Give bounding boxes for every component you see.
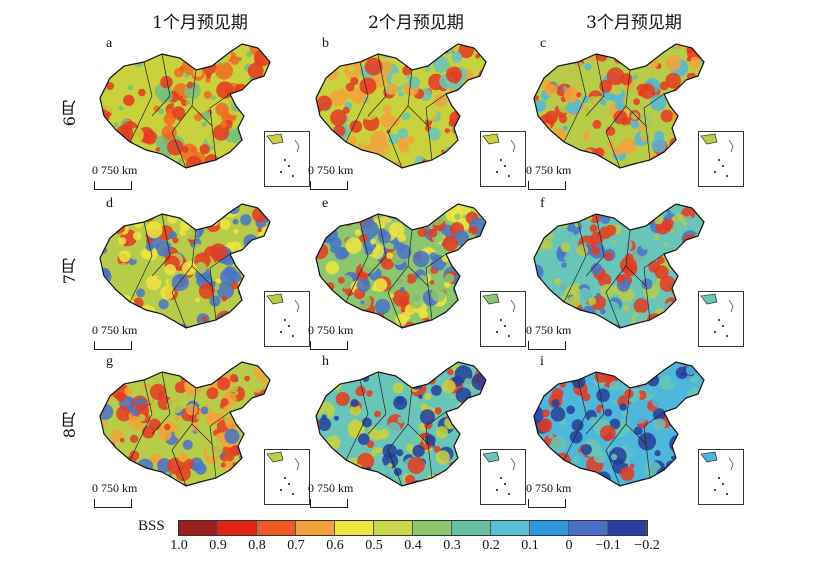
- column-title-3: 3个月预见期: [586, 13, 682, 33]
- scale-text: 0 750 km: [92, 323, 138, 337]
- map-panel-b: b 0 750 km: [308, 36, 526, 190]
- legend-tick-11: −0.1: [595, 538, 621, 553]
- panel-label: f: [540, 196, 545, 211]
- inset-map: [266, 133, 300, 177]
- scale-bar: [528, 499, 566, 508]
- south-china-sea-inset: [698, 131, 744, 187]
- inset-map: [700, 451, 734, 495]
- legend-swatch-3: [296, 521, 335, 535]
- south-china-sea-inset: [480, 131, 526, 187]
- map-panel-a: a 0 750 km: [92, 36, 310, 190]
- map-panel-d: d 0 750 km: [92, 196, 310, 350]
- column-title-1: 1个月预见期: [152, 13, 248, 33]
- scale-text: 0 750 km: [526, 481, 572, 495]
- inset-map: [266, 293, 300, 337]
- legend-swatch-7: [452, 521, 491, 535]
- legend-swatch-6: [413, 521, 452, 535]
- map-panel-f: f 0 750 km: [526, 196, 744, 350]
- inset-map: [482, 451, 516, 495]
- inset-map: [482, 293, 516, 337]
- legend-tick-8: 0.2: [482, 538, 500, 553]
- scale-bar: [528, 341, 566, 350]
- legend-tick-12: −0.2: [634, 538, 660, 553]
- china-map-d: [99, 203, 271, 329]
- legend-tick-2: 0.8: [248, 538, 266, 553]
- legend-swatch-10: [569, 521, 608, 535]
- legend-tick-9: 0.1: [521, 538, 539, 553]
- legend-tick-3: 0.7: [287, 538, 305, 553]
- scale-bar: [310, 341, 348, 350]
- china-map-i: [533, 361, 705, 487]
- legend-tick-5: 0.5: [365, 538, 383, 553]
- legend-colorbar: [178, 520, 648, 536]
- row-title-august: 8月: [60, 412, 79, 439]
- south-china-sea-inset: [264, 291, 310, 347]
- legend-swatch-2: [257, 521, 296, 535]
- scale-text: 0 750 km: [308, 481, 354, 495]
- scale-bar: [528, 181, 566, 190]
- legend-swatch-9: [530, 521, 569, 535]
- map-panel-h: h 0 750 km: [308, 354, 526, 508]
- scale-text: 0 750 km: [308, 323, 354, 337]
- china-map-h: [315, 361, 487, 487]
- panel-label: g: [106, 354, 113, 369]
- panel-label: c: [540, 36, 547, 51]
- map-panel-e: e 0 750 km: [308, 196, 526, 350]
- inset-map: [700, 133, 734, 177]
- scale-text: 0 750 km: [308, 163, 354, 177]
- panel-label: a: [106, 36, 113, 51]
- legend-swatch-1: [218, 521, 257, 535]
- south-china-sea-inset: [480, 449, 526, 505]
- legend-swatch-0: [179, 521, 218, 535]
- map-panel-g: g 0 750 km: [92, 354, 310, 508]
- china-map-e: [315, 203, 487, 329]
- panel-label: e: [322, 196, 329, 211]
- legend-tick-4: 0.6: [326, 538, 344, 553]
- scale-text: 0 750 km: [92, 481, 138, 495]
- scale-bar: [94, 341, 132, 350]
- china-map-f: [533, 203, 705, 329]
- south-china-sea-inset: [264, 449, 310, 505]
- row-title-june: 6月: [60, 100, 79, 127]
- panel-label: d: [106, 196, 113, 211]
- south-china-sea-inset: [480, 291, 526, 347]
- map-panel-i: i 0 750 km: [526, 354, 744, 508]
- china-map-b: [315, 43, 487, 169]
- legend-tick-6: 0.4: [404, 538, 422, 553]
- map-panel-c: c 0 750 km: [526, 36, 744, 190]
- scale-text: 0 750 km: [92, 163, 138, 177]
- inset-map: [266, 451, 300, 495]
- legend-swatch-5: [374, 521, 413, 535]
- south-china-sea-inset: [264, 131, 310, 187]
- south-china-sea-inset: [698, 449, 744, 505]
- legend-title: BSS: [138, 518, 165, 534]
- panel-label: h: [322, 354, 329, 369]
- panel-label: b: [322, 36, 329, 51]
- column-title-2: 2个月预见期: [368, 13, 464, 33]
- scale-bar: [310, 181, 348, 190]
- legend-tick-0: 1.0: [170, 538, 188, 553]
- legend-swatch-8: [491, 521, 530, 535]
- scale-bar: [94, 499, 132, 508]
- scale-bar: [310, 499, 348, 508]
- scale-text: 0 750 km: [526, 323, 572, 337]
- south-china-sea-inset: [698, 291, 744, 347]
- scale-bar: [94, 181, 132, 190]
- inset-map: [700, 293, 734, 337]
- legend-tick-10: 0: [565, 538, 573, 553]
- panel-label: i: [540, 354, 544, 369]
- legend-swatch-11: [608, 521, 647, 535]
- legend-swatch-4: [335, 521, 374, 535]
- china-map-c: [533, 43, 705, 169]
- row-title-july: 7月: [60, 258, 79, 285]
- scale-text: 0 750 km: [526, 163, 572, 177]
- inset-map: [482, 133, 516, 177]
- legend-tick-7: 0.3: [443, 538, 461, 553]
- legend-tick-1: 0.9: [209, 538, 227, 553]
